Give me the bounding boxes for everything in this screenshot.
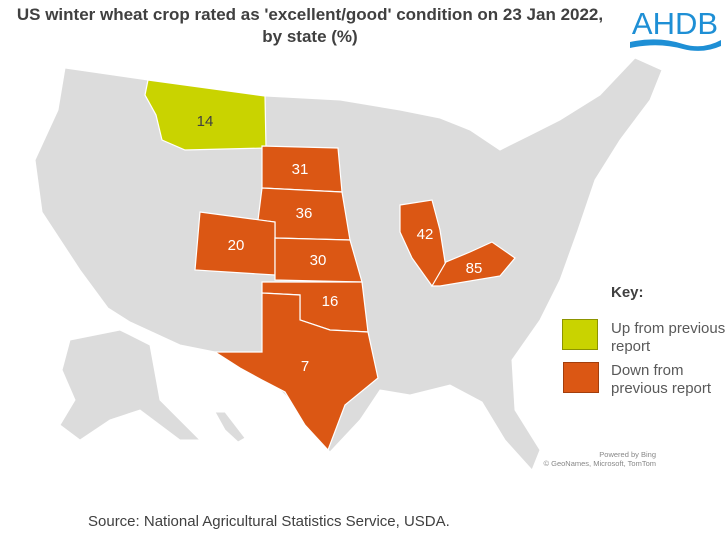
state-value-oklahoma: 16 bbox=[322, 293, 339, 310]
state-montana bbox=[144, 79, 267, 151]
ahdb-logo: AHDB bbox=[630, 6, 721, 51]
attribution-powered-by: Powered by Bing bbox=[599, 450, 656, 459]
state-value-texas: 7 bbox=[301, 358, 309, 375]
state-value-illinois: 42 bbox=[417, 226, 434, 243]
svg-text:AHDB: AHDB bbox=[632, 6, 718, 41]
state-kentucky bbox=[430, 241, 516, 287]
key-label-down: Down from previous report bbox=[611, 362, 712, 397]
state-value-kansas: 30 bbox=[310, 252, 327, 269]
attribution-credits: © GeoNames, Microsoft, TomTom bbox=[543, 459, 657, 468]
alaska bbox=[59, 329, 202, 441]
source-note: Source: National Agricultural Statistics… bbox=[88, 513, 450, 530]
state-texas bbox=[212, 292, 379, 452]
key-title: Key: bbox=[611, 284, 644, 301]
state-value-kentucky: 85 bbox=[466, 260, 483, 277]
hawaii bbox=[214, 411, 246, 443]
key-label-up: Up from previous report bbox=[611, 320, 726, 355]
state-value-nebraska: 36 bbox=[296, 205, 313, 222]
state-value-colorado: 20 bbox=[228, 237, 245, 254]
key-swatch-up bbox=[562, 319, 598, 350]
map-title: US winter wheat crop rated as 'excellent… bbox=[16, 5, 604, 46]
state-value-montana: 14 bbox=[197, 113, 214, 130]
map-attribution: Powered by Bing © GeoNames, Microsoft, T… bbox=[520, 450, 657, 468]
state-value-south-dakota: 31 bbox=[292, 161, 309, 178]
key-swatch-down bbox=[563, 362, 599, 393]
